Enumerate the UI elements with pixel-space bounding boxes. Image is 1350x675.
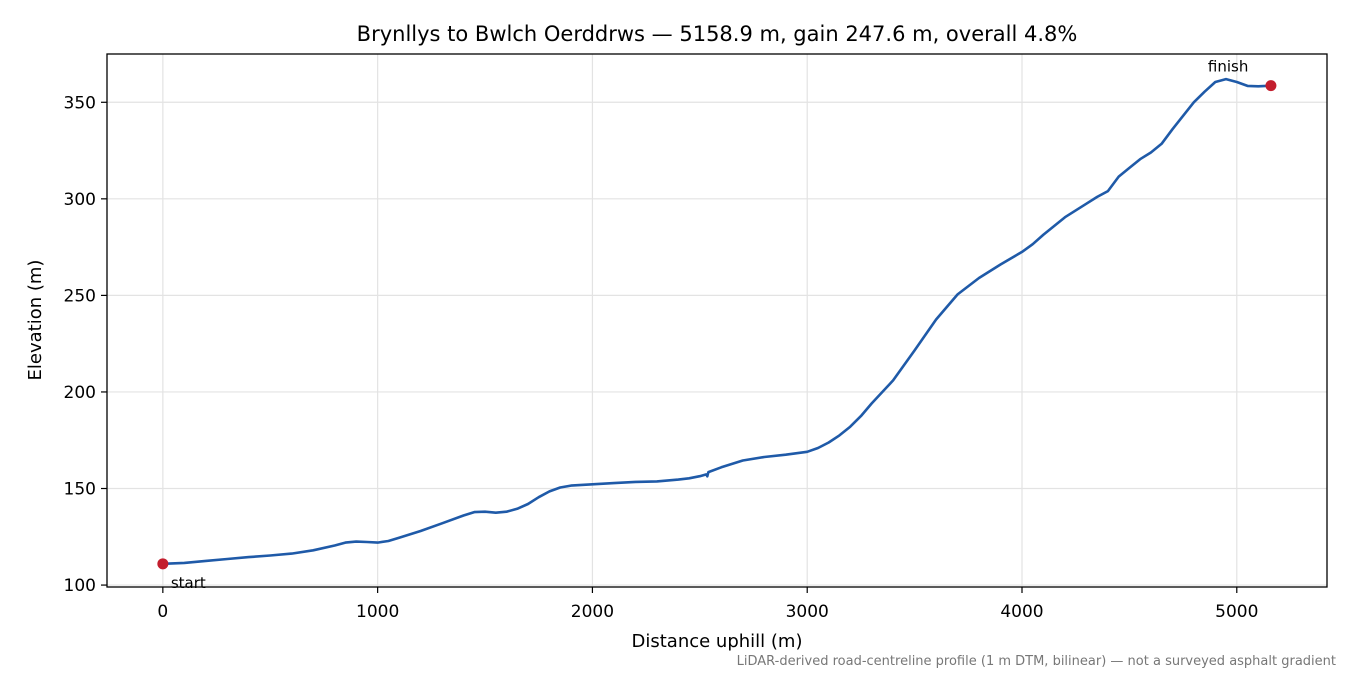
grid-lines	[107, 54, 1327, 587]
y-tick-label: 100	[64, 576, 96, 596]
footnote: LiDAR-derived road-centreline profile (1…	[737, 654, 1336, 669]
y-tick-label: 300	[64, 190, 96, 210]
y-tick-label: 150	[64, 480, 96, 500]
marker-layer: start finish	[157, 58, 1277, 592]
plot-frame	[106, 53, 1328, 588]
x-tick-label: 2000	[571, 602, 614, 622]
x-axis-label: Distance uphill (m)	[632, 631, 803, 652]
chart-title: Brynllys to Bwlch Oerddrws — 5158.9 m, g…	[357, 22, 1078, 46]
x-tick-label: 5000	[1215, 602, 1258, 622]
finish-label: finish	[1208, 58, 1248, 76]
x-tick-label: 4000	[1000, 602, 1043, 622]
series-layer	[161, 77, 1273, 566]
x-tick-label: 0	[157, 602, 168, 622]
axis-ticks: 0 1000 2000 3000 4000 5000 100 150 200 250 300 350	[64, 93, 1259, 622]
x-tick-label: 3000	[786, 602, 829, 622]
x-tick-label: 1000	[356, 602, 399, 622]
y-axis-label: Elevation (m)	[25, 260, 46, 381]
y-tick-label: 350	[64, 93, 96, 113]
start-marker	[157, 558, 169, 570]
finish-marker	[1265, 80, 1277, 92]
y-tick-label: 200	[64, 383, 96, 403]
elevation-series-line	[161, 77, 1273, 566]
y-tick-label: 250	[64, 286, 96, 306]
start-label: start	[171, 574, 206, 592]
